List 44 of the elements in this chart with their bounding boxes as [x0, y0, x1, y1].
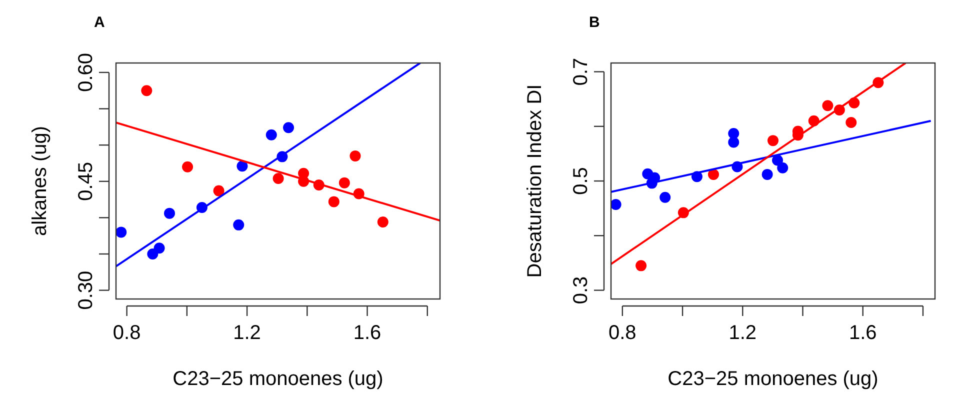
point [636, 260, 647, 272]
point [762, 168, 773, 180]
y-tick-label: 0.45 [75, 162, 97, 201]
point [182, 161, 194, 172]
point [272, 172, 284, 184]
y-tick-label: 0.60 [75, 52, 97, 92]
point [154, 242, 165, 254]
x-tick-label: 1.2 [728, 322, 757, 344]
point [708, 168, 719, 180]
point [768, 135, 778, 146]
y-tick-label: 0.3 [570, 276, 592, 304]
point [377, 216, 388, 228]
point [147, 248, 158, 260]
y-axis-title: alkanes (ug) [29, 126, 51, 236]
y-axis-title: Desaturation Index DI [524, 84, 546, 278]
point [116, 226, 127, 238]
y-tick-label: 0.7 [570, 58, 592, 86]
point [660, 192, 671, 203]
point [822, 100, 834, 112]
x-tick-label: 1.6 [848, 322, 877, 344]
point [728, 136, 740, 148]
x-axis-title: C23−25 monoenes (ug) [668, 368, 878, 390]
point [283, 122, 294, 134]
point [338, 177, 350, 188]
y-tick-label: 0.30 [75, 270, 97, 310]
x-tick-label: 0.8 [608, 322, 636, 344]
point [611, 198, 622, 210]
point [266, 129, 277, 140]
point [350, 150, 361, 162]
x-tick-label: 0.8 [112, 322, 141, 344]
y-tick-label: 0.5 [570, 167, 592, 195]
point [846, 117, 857, 128]
chart-title: B [589, 14, 600, 31]
point [141, 85, 152, 96]
point [777, 162, 788, 174]
point [213, 185, 224, 196]
point [236, 160, 248, 172]
x-axis-title: C23−25 monoenes (ug) [172, 368, 384, 390]
point [233, 219, 244, 230]
chart-title: A [94, 14, 105, 31]
x-tick-label: 1.6 [353, 322, 382, 344]
point [328, 196, 340, 208]
x-tick-label: 1.2 [233, 322, 261, 344]
point [164, 208, 175, 219]
